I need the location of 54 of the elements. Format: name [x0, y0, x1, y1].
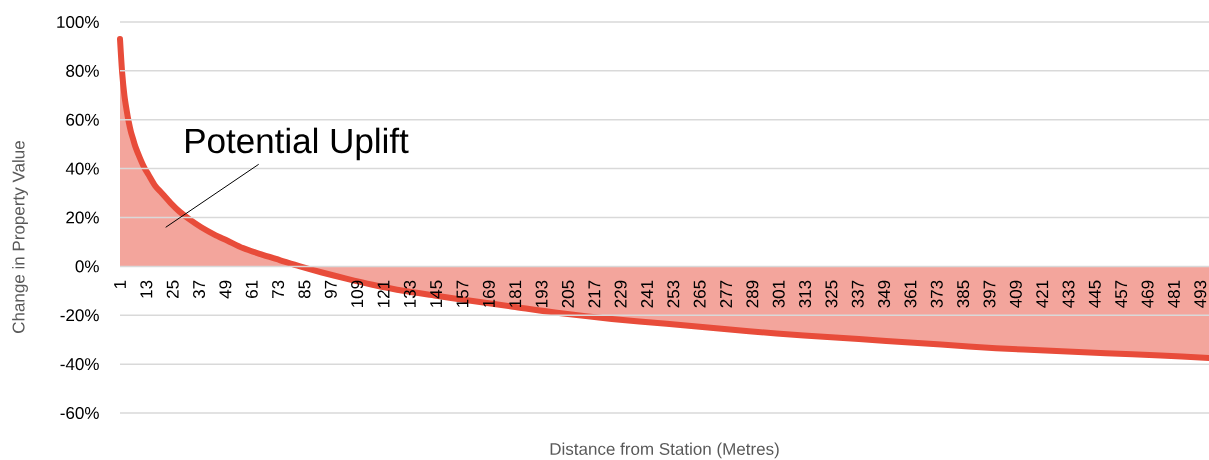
y-tick-label: 0%: [75, 260, 99, 273]
x-tick-label: 25: [166, 280, 179, 298]
x-tick-label: 169: [482, 280, 495, 307]
x-tick-label: 229: [614, 280, 627, 308]
y-tick-label: 80%: [66, 64, 99, 77]
x-tick-label: 277: [720, 280, 732, 308]
x-tick-label: 253: [667, 280, 680, 308]
x-tick-label: 109: [351, 280, 364, 307]
x-tick-label: 493: [1194, 280, 1207, 308]
x-tick-label: 313: [799, 280, 812, 308]
x-tick-label: 157: [456, 280, 469, 307]
x-tick-label: 133: [403, 280, 416, 307]
x-tick-label: 457: [1115, 280, 1128, 308]
x-tick-label: 373: [930, 280, 943, 308]
x-tick-label: 433: [1062, 280, 1075, 308]
x-tick-label: 289: [746, 280, 759, 308]
annotation: Potential Uplift: [186, 127, 409, 161]
y-tick-label: 60%: [66, 113, 99, 126]
x-tick-label: 85: [298, 280, 311, 299]
x-tick-label: 13: [140, 280, 153, 298]
y-tick-label: -20%: [60, 309, 99, 322]
x-tick-label: 361: [904, 280, 917, 308]
x-tick-label: 97: [324, 280, 337, 299]
x-tick-label: 349: [878, 280, 891, 308]
x-tick-label: 325: [825, 280, 838, 308]
y-tick-label: 100%: [57, 15, 99, 29]
x-tick-label: 481: [1167, 280, 1180, 308]
x-tick-label: 1: [114, 280, 126, 289]
y-tick-label: -60%: [60, 406, 99, 420]
x-tick-label: 397: [983, 280, 996, 308]
y-tick-label: 40%: [65, 162, 99, 175]
y-tick-label: 20%: [66, 211, 99, 224]
x-tick-label: 205: [561, 280, 574, 308]
x-tick-label: 181: [509, 280, 522, 307]
x-tick-label: 121: [377, 280, 390, 307]
y-axis-title: Change in Property Value: [12, 141, 28, 333]
x-tick-label: 217: [588, 280, 601, 308]
x-tick-label: 49: [219, 280, 232, 299]
x-tick-label: 301: [772, 280, 785, 308]
x-axis-title: Distance from Station (Metres): [550, 442, 779, 459]
x-tick-label: 61: [245, 280, 258, 298]
x-tick-label: 409: [1009, 280, 1022, 308]
x-tick-label: 385: [957, 280, 970, 308]
x-tick-label: 445: [1088, 280, 1101, 308]
x-tick-label: 337: [851, 280, 864, 308]
x-tick-label: 73: [272, 280, 285, 298]
x-tick-label: 37: [193, 280, 206, 299]
x-tick-label: 469: [1141, 280, 1154, 308]
x-tick-label: 241: [641, 280, 653, 308]
x-tick-label: 145: [430, 280, 443, 307]
y-tick-label: -40%: [60, 358, 99, 371]
x-tick-label: 421: [1036, 280, 1049, 308]
x-tick-label: 193: [535, 280, 548, 307]
x-tick-label: 265: [693, 280, 706, 308]
